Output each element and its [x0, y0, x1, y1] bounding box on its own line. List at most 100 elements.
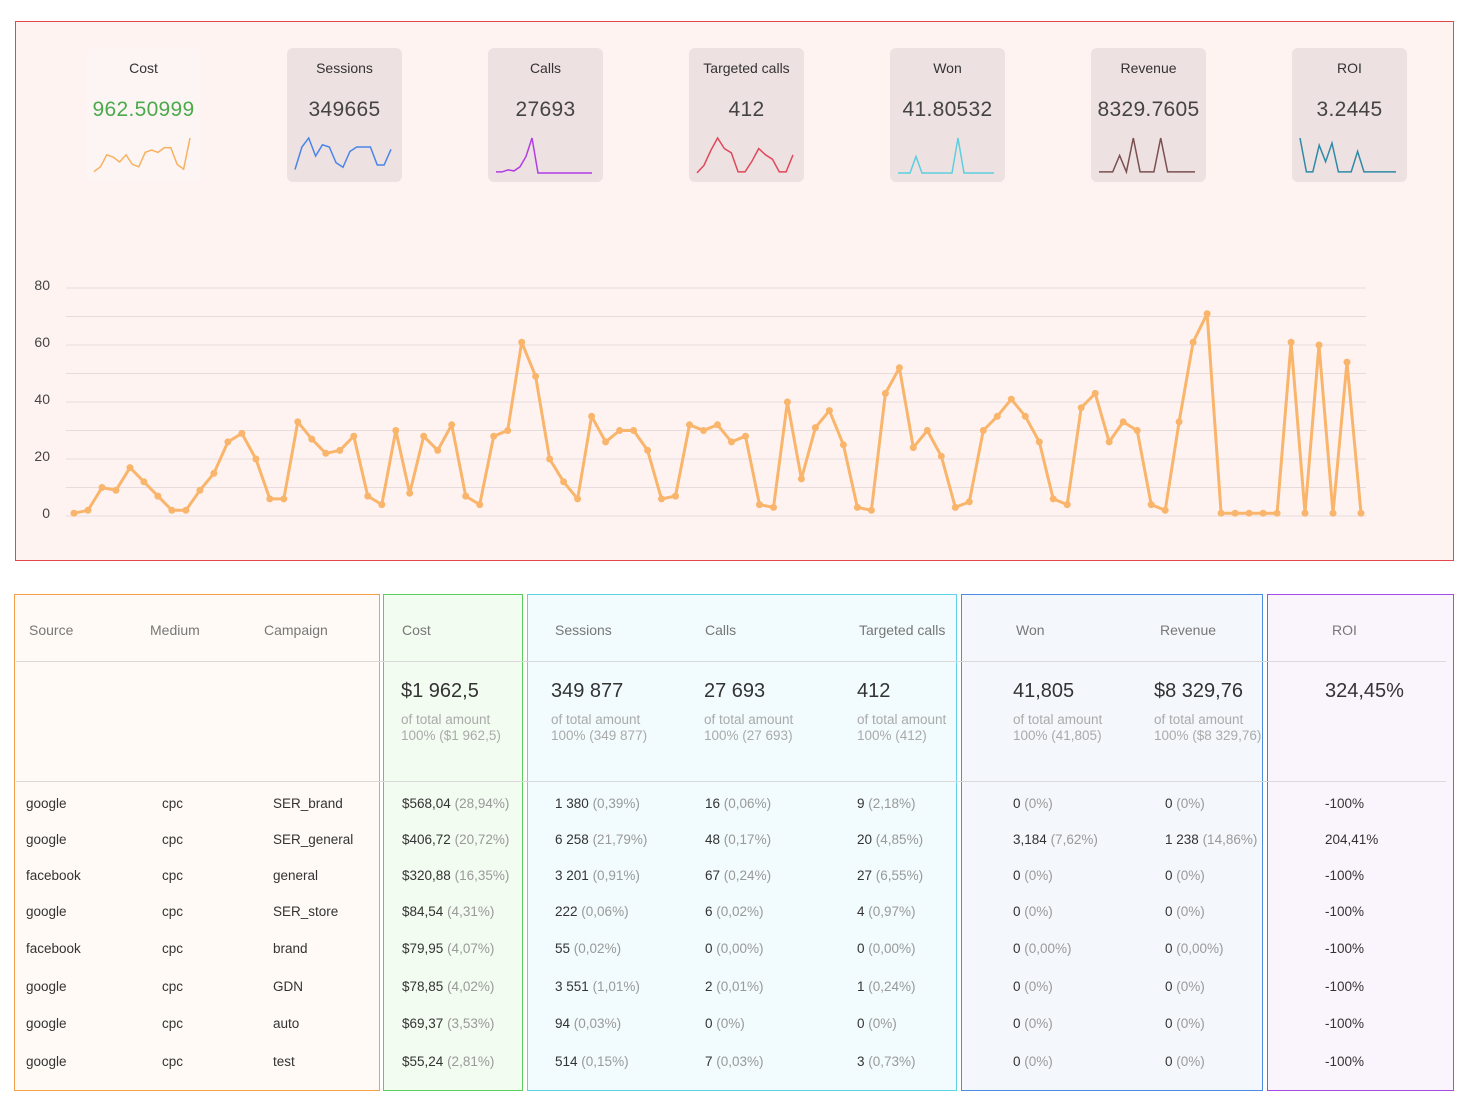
data-point[interactable]	[84, 506, 92, 514]
data-point[interactable]	[658, 495, 665, 503]
data-point[interactable]	[825, 407, 833, 415]
data-point[interactable]	[1007, 395, 1015, 403]
data-point[interactable]	[238, 429, 246, 437]
header-calls[interactable]: Calls	[705, 622, 737, 638]
data-point[interactable]	[1217, 509, 1225, 517]
kpi-card-roi[interactable]: ROI 3.2445	[1292, 48, 1407, 182]
data-point[interactable]	[546, 455, 554, 463]
data-point[interactable]	[1315, 341, 1323, 349]
data-point[interactable]	[965, 498, 973, 506]
data-point[interactable]	[252, 455, 260, 463]
data-point[interactable]	[993, 412, 1001, 420]
kpi-card-won[interactable]: Won 41.80532	[890, 48, 1005, 182]
data-point[interactable]	[1133, 427, 1141, 434]
data-point[interactable]	[336, 446, 344, 454]
data-point[interactable]	[140, 478, 148, 486]
header-cost[interactable]: Cost	[402, 622, 431, 638]
data-point[interactable]	[112, 486, 120, 494]
data-point[interactable]	[266, 495, 274, 503]
data-point[interactable]	[308, 435, 316, 443]
data-point[interactable]	[728, 438, 735, 446]
header-won[interactable]: Won	[1016, 622, 1045, 638]
data-point[interactable]	[937, 452, 945, 460]
data-point[interactable]	[420, 432, 428, 440]
kpi-card-cost[interactable]: Cost 962.50999	[86, 48, 201, 182]
data-point[interactable]	[979, 427, 987, 434]
data-point[interactable]	[1301, 509, 1309, 517]
data-point[interactable]	[1021, 412, 1029, 420]
data-point[interactable]	[839, 441, 847, 449]
data-point[interactable]	[1063, 501, 1071, 509]
data-point[interactable]	[714, 421, 721, 429]
data-point[interactable]	[448, 421, 456, 429]
data-point[interactable]	[1077, 404, 1085, 412]
data-point[interactable]	[504, 427, 512, 434]
data-point[interactable]	[1175, 418, 1183, 426]
data-point[interactable]	[588, 412, 596, 420]
data-point[interactable]	[490, 432, 498, 440]
header-sessions[interactable]: Sessions	[555, 622, 612, 638]
data-point[interactable]	[392, 427, 400, 434]
data-point[interactable]	[168, 506, 176, 514]
data-point[interactable]	[224, 438, 232, 446]
data-point[interactable]	[280, 495, 288, 503]
header-source[interactable]: Source	[29, 622, 74, 638]
data-point[interactable]	[742, 432, 749, 440]
data-point[interactable]	[616, 427, 624, 434]
data-point[interactable]	[923, 427, 931, 434]
data-point[interactable]	[1231, 509, 1239, 517]
data-point[interactable]	[1287, 338, 1295, 346]
data-point[interactable]	[1105, 438, 1113, 446]
data-point[interactable]	[322, 449, 330, 457]
data-point[interactable]	[126, 464, 134, 472]
data-point[interactable]	[700, 427, 707, 434]
data-point[interactable]	[182, 506, 190, 514]
data-point[interactable]	[1203, 310, 1211, 318]
data-point[interactable]	[1259, 509, 1267, 517]
data-point[interactable]	[1161, 506, 1169, 514]
data-point[interactable]	[574, 495, 582, 503]
data-point[interactable]	[630, 427, 638, 434]
data-point[interactable]	[364, 492, 372, 500]
data-point[interactable]	[672, 492, 679, 500]
kpi-card-calls[interactable]: Calls 27693	[488, 48, 603, 182]
data-point[interactable]	[462, 492, 470, 500]
data-point[interactable]	[406, 489, 414, 497]
kpi-card-revenue[interactable]: Revenue 8329.7605	[1091, 48, 1206, 182]
data-point[interactable]	[294, 418, 302, 426]
data-point[interactable]	[797, 475, 805, 483]
data-point[interactable]	[434, 446, 442, 454]
data-point[interactable]	[867, 506, 875, 514]
data-point[interactable]	[895, 364, 903, 372]
data-point[interactable]	[770, 503, 777, 511]
data-point[interactable]	[811, 424, 819, 432]
kpi-card-sessions[interactable]: Sessions 349665	[287, 48, 402, 182]
header-medium[interactable]: Medium	[150, 622, 200, 638]
data-point[interactable]	[1035, 438, 1043, 446]
kpi-card-targeted-calls[interactable]: Targeted calls 412	[689, 48, 804, 182]
data-point[interactable]	[1357, 509, 1365, 517]
data-point[interactable]	[1273, 509, 1281, 517]
header-campaign[interactable]: Campaign	[264, 622, 328, 638]
data-point[interactable]	[378, 501, 386, 509]
data-point[interactable]	[350, 432, 358, 440]
data-point[interactable]	[1189, 338, 1197, 346]
data-point[interactable]	[560, 478, 568, 486]
data-point[interactable]	[756, 501, 763, 509]
data-point[interactable]	[154, 492, 162, 500]
data-point[interactable]	[1245, 509, 1253, 517]
data-point[interactable]	[881, 389, 889, 397]
data-point[interactable]	[1343, 358, 1351, 366]
data-point[interactable]	[909, 444, 917, 452]
data-point[interactable]	[686, 421, 693, 429]
data-point[interactable]	[1329, 509, 1337, 517]
data-point[interactable]	[1147, 501, 1155, 509]
data-point[interactable]	[783, 398, 791, 406]
header-roi[interactable]: ROI	[1332, 622, 1357, 638]
data-point[interactable]	[853, 503, 861, 511]
data-point[interactable]	[476, 501, 484, 509]
data-point[interactable]	[518, 338, 526, 346]
data-point[interactable]	[532, 372, 540, 380]
data-point[interactable]	[1091, 389, 1099, 397]
header-targeted-calls[interactable]: Targeted calls	[859, 622, 946, 638]
